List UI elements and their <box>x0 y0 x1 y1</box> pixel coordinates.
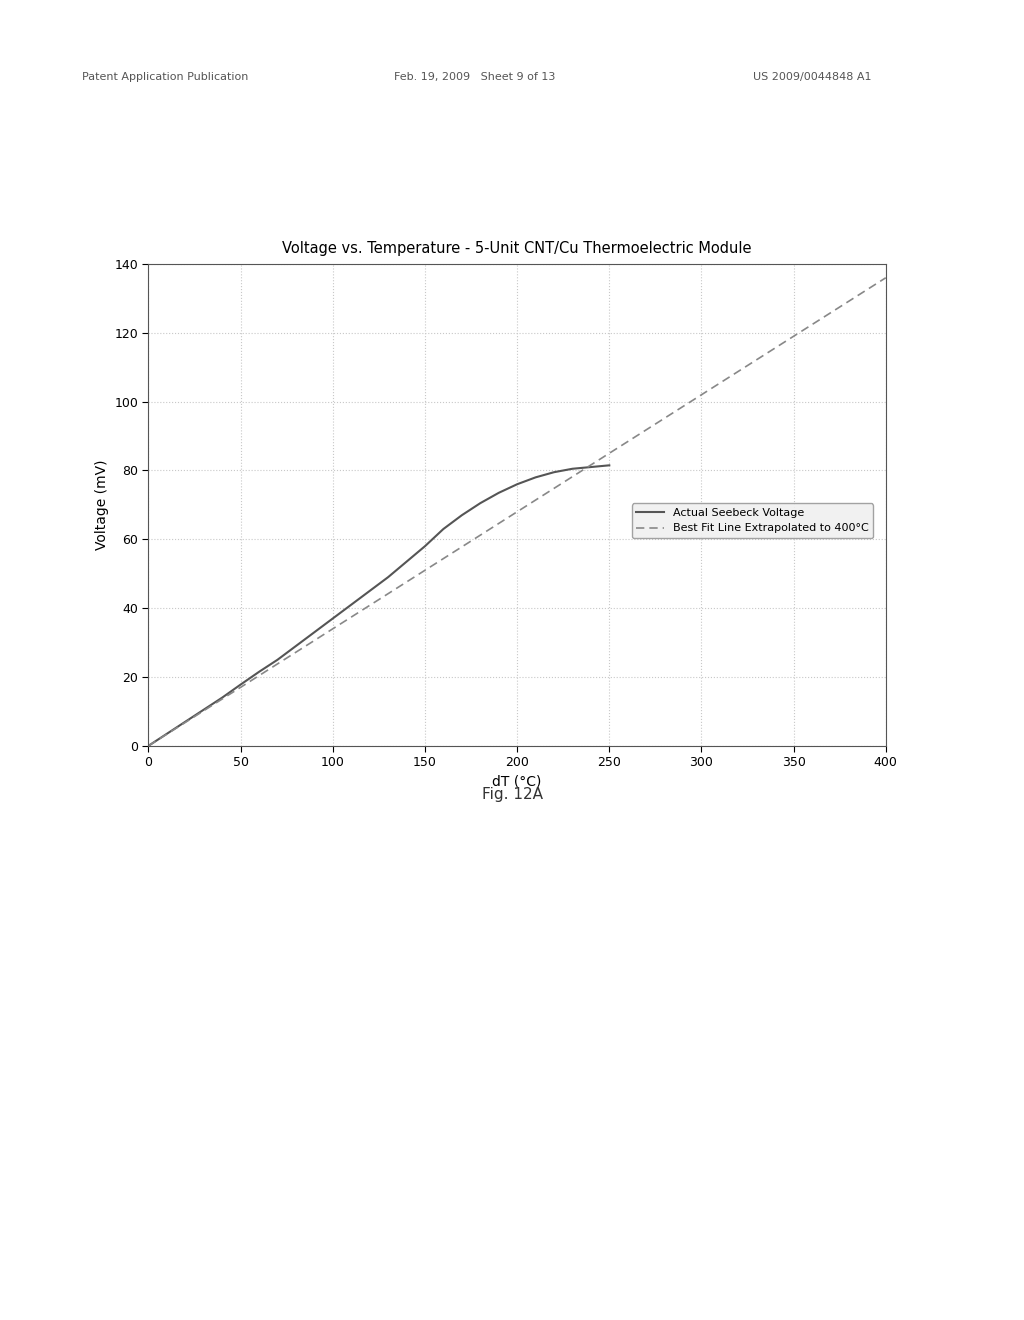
Actual Seebeck Voltage <box>382 569 394 585</box>
Actual Seebeck Voltage <box>585 459 597 475</box>
Actual Seebeck Voltage <box>548 465 560 480</box>
Actual Seebeck Voltage <box>456 507 468 523</box>
Actual Seebeck Voltage <box>234 677 247 693</box>
Actual Seebeck Voltage <box>327 611 339 627</box>
Actual Seebeck Voltage <box>493 484 505 500</box>
Actual Seebeck Voltage <box>271 652 284 668</box>
Title: Voltage vs. Temperature - 5-Unit CNT/Cu Thermoelectric Module: Voltage vs. Temperature - 5-Unit CNT/Cu … <box>283 240 752 256</box>
Actual Seebeck Voltage <box>603 458 615 474</box>
Actual Seebeck Voltage <box>308 624 321 640</box>
Actual Seebeck Voltage <box>437 521 450 537</box>
Actual Seebeck Voltage <box>511 477 523 492</box>
Actual Seebeck Voltage <box>253 664 265 680</box>
Actual Seebeck Voltage <box>290 638 302 653</box>
Actual Seebeck Voltage <box>364 583 376 599</box>
X-axis label: dT (°C): dT (°C) <box>493 775 542 789</box>
Legend: Actual Seebeck Voltage, Best Fit Line Extrapolated to 400°C: Actual Seebeck Voltage, Best Fit Line Ex… <box>632 503 872 537</box>
Actual Seebeck Voltage <box>142 738 155 754</box>
Actual Seebeck Voltage <box>474 495 486 511</box>
Text: Fig. 12A: Fig. 12A <box>481 787 543 801</box>
Actual Seebeck Voltage <box>198 702 210 718</box>
Actual Seebeck Voltage <box>566 461 579 477</box>
Actual Seebeck Voltage <box>216 689 228 705</box>
Line: Actual Seebeck Voltage: Actual Seebeck Voltage <box>148 466 609 746</box>
Actual Seebeck Voltage <box>419 539 431 554</box>
Y-axis label: Voltage (mV): Voltage (mV) <box>94 459 109 550</box>
Actual Seebeck Voltage <box>400 554 413 570</box>
Text: US 2009/0044848 A1: US 2009/0044848 A1 <box>753 71 871 82</box>
Actual Seebeck Voltage <box>345 597 357 612</box>
Text: Feb. 19, 2009   Sheet 9 of 13: Feb. 19, 2009 Sheet 9 of 13 <box>394 71 556 82</box>
Actual Seebeck Voltage <box>179 714 191 730</box>
Actual Seebeck Voltage <box>529 470 542 486</box>
Text: Patent Application Publication: Patent Application Publication <box>82 71 248 82</box>
Actual Seebeck Voltage <box>161 726 173 742</box>
